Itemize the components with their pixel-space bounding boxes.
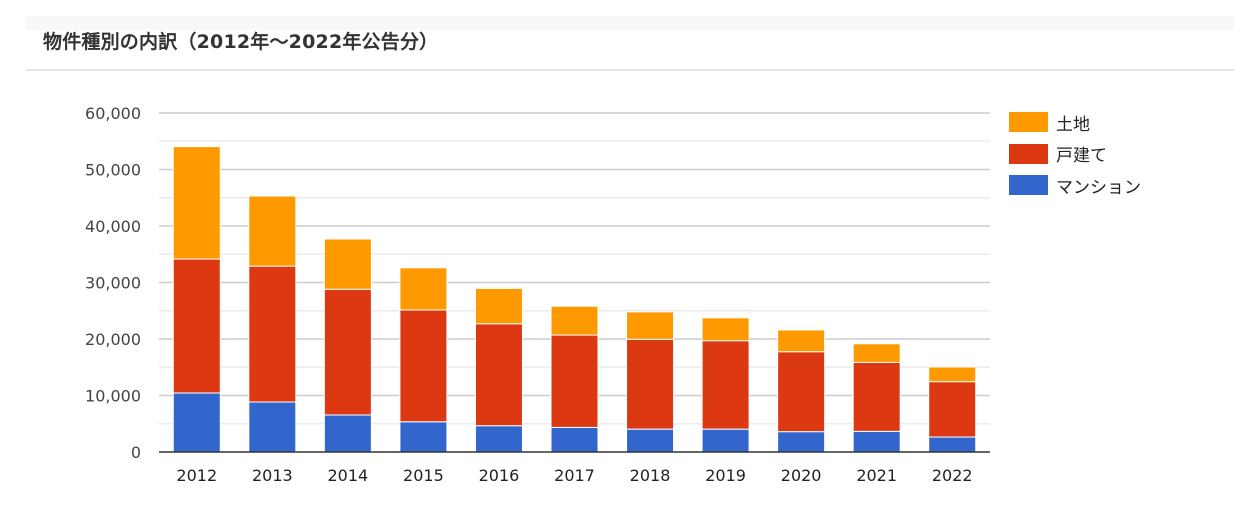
bar-segment[interactable] — [323, 288, 372, 416]
bar-segment[interactable] — [777, 351, 826, 433]
x-tick-label: 2020 — [781, 466, 822, 485]
legend-label-condo: マンション — [1056, 177, 1141, 198]
bar-segment[interactable] — [550, 334, 599, 428]
legend-label-house: 戸建て — [1056, 146, 1107, 166]
bar-stack[interactable] — [626, 311, 675, 453]
x-tick-label: 2019 — [705, 466, 746, 485]
bar-segment[interactable] — [474, 323, 523, 427]
bar-segment[interactable] — [701, 428, 750, 453]
bar-segment[interactable] — [474, 287, 523, 325]
bar-segment[interactable] — [852, 361, 901, 432]
x-tick-label: 2013 — [252, 466, 293, 485]
y-tick-label: 40,000 — [85, 217, 141, 236]
x-tick-label: 2015 — [403, 466, 444, 485]
bar-segment[interactable] — [852, 430, 901, 453]
bar-segment[interactable] — [323, 238, 372, 290]
bar-segment[interactable] — [852, 343, 901, 363]
bar-segment[interactable] — [399, 309, 448, 423]
x-tick-label: 2017 — [554, 466, 595, 485]
bar-segment[interactable] — [248, 265, 297, 403]
bar-segment[interactable] — [777, 329, 826, 353]
y-axis-labels: 0 10,000 20,000 30,000 40,000 50,000 60,000 — [85, 104, 141, 462]
bar-stack[interactable] — [248, 195, 297, 453]
y-tick-label: 10,000 — [85, 387, 141, 406]
bar-segment[interactable] — [777, 431, 826, 453]
bar-segment[interactable] — [550, 426, 599, 453]
y-tick-label: 0 — [131, 443, 141, 462]
bar-stack[interactable] — [550, 305, 599, 453]
bar-stack[interactable] — [852, 343, 901, 453]
x-tick-label: 2022 — [932, 466, 973, 485]
title-band — [26, 16, 1234, 30]
bar-segment[interactable] — [626, 338, 675, 430]
x-axis-labels: 2012 2013 2014 2015 2016 2017 2018 2019 2020 2021… — [176, 466, 972, 485]
y-tick-label: 30,000 — [85, 274, 141, 293]
legend: 土地 戸建て マンション — [1009, 112, 1141, 207]
x-tick-label: 2016 — [479, 466, 520, 485]
bar-segment[interactable] — [399, 267, 448, 311]
bar-segment[interactable] — [248, 195, 297, 267]
chart-title: 物件種別の内訳（2012年～2022年公告分） — [43, 31, 439, 53]
bar-stack[interactable] — [474, 287, 523, 453]
legend-item-land[interactable]: 土地 — [1009, 112, 1141, 135]
y-tick-label: 50,000 — [85, 161, 141, 180]
legend-swatch-house — [1009, 143, 1048, 164]
bar-stack[interactable] — [399, 267, 448, 453]
bar-stack[interactable] — [701, 317, 750, 453]
legend-label-land: 土地 — [1056, 114, 1090, 135]
legend-swatch-land — [1009, 112, 1048, 132]
bar-stack[interactable] — [172, 146, 221, 453]
x-tick-label: 2012 — [176, 466, 217, 485]
y-tick-label: 20,000 — [85, 330, 141, 349]
x-tick-label: 2018 — [630, 466, 671, 485]
bar-stack[interactable] — [928, 366, 977, 453]
bar-segment[interactable] — [928, 436, 977, 453]
bar-segment[interactable] — [474, 425, 523, 453]
bar-segment[interactable] — [248, 401, 297, 453]
bar-segment[interactable] — [172, 146, 221, 260]
bar-segment[interactable] — [701, 317, 750, 342]
bar-segment[interactable] — [172, 258, 221, 394]
bar-segment[interactable] — [928, 366, 977, 383]
title-divider — [26, 69, 1234, 71]
bar-segment[interactable] — [626, 311, 675, 340]
bar-segment[interactable] — [172, 392, 221, 453]
bar-stack[interactable] — [777, 329, 826, 453]
x-tick-label: 2014 — [328, 466, 369, 485]
bar-segment[interactable] — [399, 421, 448, 453]
legend-swatch-condo — [1009, 175, 1048, 195]
bar-stack[interactable] — [323, 238, 372, 453]
y-tick-label: 60,000 — [85, 104, 141, 123]
bar-segment[interactable] — [701, 340, 750, 430]
bar-segment[interactable] — [928, 381, 977, 438]
x-tick-label: 2021 — [856, 466, 897, 485]
bar-segment[interactable] — [550, 305, 599, 336]
bar-segment[interactable] — [626, 428, 675, 453]
legend-item-condo[interactable]: マンション — [1009, 175, 1141, 198]
bar-segment[interactable] — [323, 414, 372, 453]
legend-item-house[interactable]: 戸建て — [1009, 143, 1141, 166]
bars — [172, 146, 977, 453]
